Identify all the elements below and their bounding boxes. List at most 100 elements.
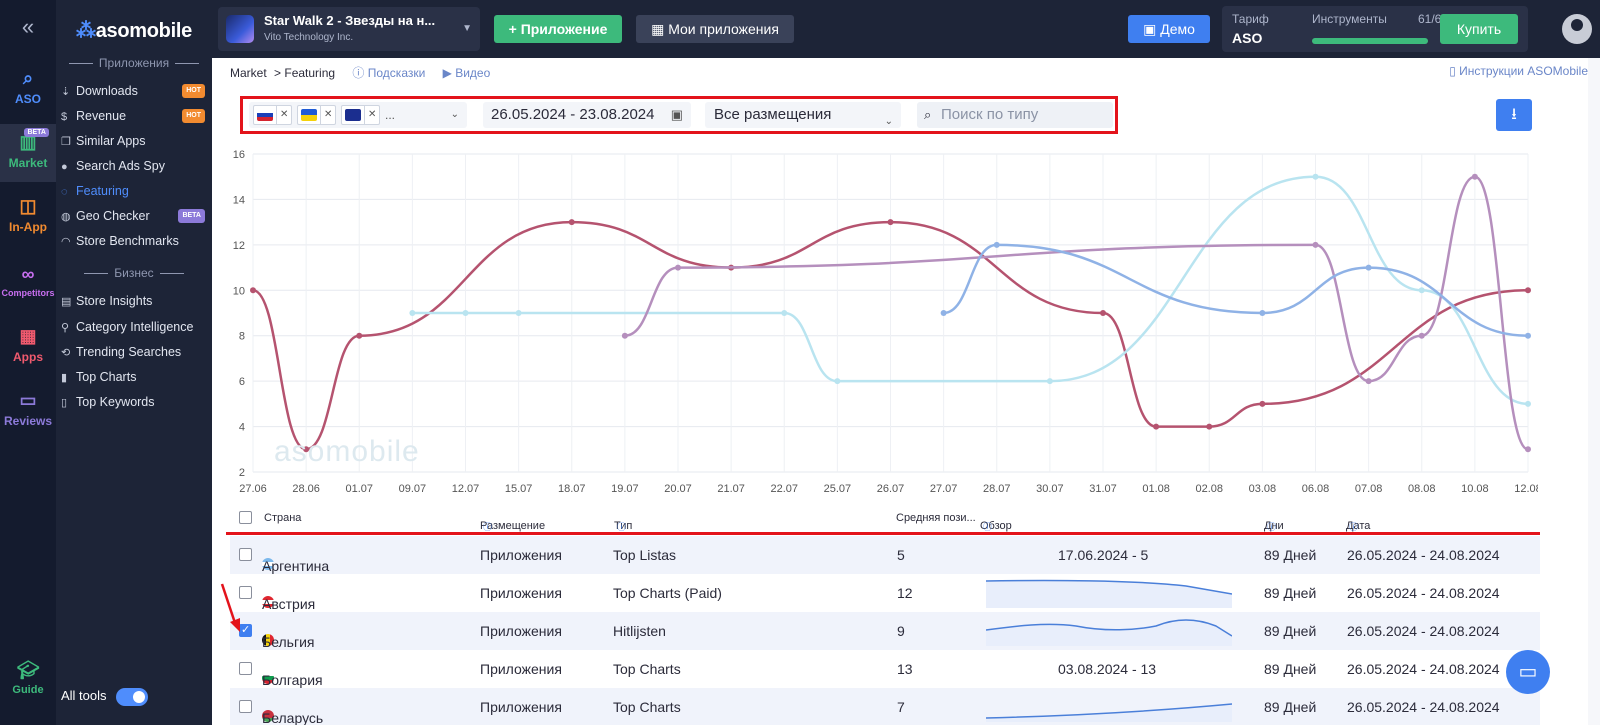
sidebar-item-search-ads-spy[interactable]: ● Search Ads Spy [61, 155, 211, 177]
demo-button[interactable]: ▣ Демо [1128, 15, 1210, 43]
chevron-down-icon: ⌄ [450, 109, 459, 120]
rail-item-reviews[interactable]: ▭ Reviews [0, 390, 56, 428]
help-icon: ⓘ [983, 522, 993, 532]
type-cell: Top Listas [613, 547, 677, 563]
x-tick-label: 01.08 [1142, 483, 1170, 494]
select-all-checkbox[interactable] [239, 511, 252, 524]
data-point [834, 378, 841, 385]
video-link[interactable]: ▶ Видео [443, 66, 491, 80]
hints-link[interactable]: ⓘ Подсказки [352, 66, 425, 80]
data-point [1100, 310, 1106, 316]
country-select[interactable]: ✕ ✕ ✕ ... ⌄ [249, 102, 467, 128]
x-tick-label: 25.07 [824, 483, 852, 494]
close-icon[interactable]: ✕ [320, 106, 335, 124]
table-row[interactable]: Австрия Приложения Top Charts (Paid) 12 … [230, 574, 1540, 612]
rail-item-guide[interactable]: 🎓︎ Guide [0, 660, 56, 696]
x-tick-label: 20.07 [664, 483, 692, 494]
add-app-button[interactable]: + Приложение [494, 15, 622, 43]
all-tools-label: All tools [61, 688, 107, 703]
apple-icon: ● [61, 161, 68, 173]
avg-position-cell: 12 [897, 585, 913, 601]
all-tools-toggle[interactable] [116, 688, 148, 706]
sidebar-item-downloads[interactable]: ⇣ Downloads HOT [61, 80, 211, 102]
trending-icon: ⟲ [61, 347, 71, 359]
type-search-input[interactable]: ⌕ Поиск по типу [917, 102, 1113, 128]
sidebar: ⁂asomobile Приложения ⇣ Downloads HOT $ Rev… [56, 0, 212, 725]
sidebar-item-similar-apps[interactable]: ❐ Similar Apps [61, 130, 211, 152]
rail-item-competitors[interactable]: ∞ Competitors [0, 264, 56, 298]
rail-item-market[interactable]: ▥ BETA Market [0, 128, 56, 170]
data-point [515, 310, 522, 316]
country-chip-ru[interactable]: ✕ [253, 105, 293, 125]
placement-select[interactable]: Все размещения ⌄ [705, 102, 901, 128]
date-range-input[interactable]: 26.05.2024 - 23.08.2024 ▣ [483, 102, 691, 128]
breadcrumb-market[interactable]: Market [230, 66, 267, 80]
placement-value: Все размещения [714, 106, 832, 123]
demo-label: Демо [1160, 21, 1195, 37]
chevron-down-icon: ⌄ [884, 116, 893, 127]
plan-value: ASO [1232, 30, 1263, 46]
country-chip-au[interactable]: ✕ [341, 105, 381, 125]
logo[interactable]: ⁂asomobile [76, 18, 192, 43]
bag-icon: ◫ [19, 196, 37, 216]
sidebar-item-trending-searches[interactable]: ⟲ Trending Searches [61, 341, 211, 363]
country-name: Болгария [262, 672, 323, 688]
sidebar-item-geo-checker[interactable]: ◍ Geo Checker BETA [61, 205, 211, 227]
instructions-link[interactable]: ▯ Инструкции ASOMobile [1449, 64, 1588, 78]
data-point [1471, 173, 1478, 180]
tools-progress-bar [1312, 38, 1428, 44]
x-tick-label: 12.08 [1514, 483, 1538, 494]
sidebar-item-top-charts[interactable]: ▮ Top Charts [61, 366, 211, 388]
binoculars-icon: ∞ [21, 264, 35, 284]
x-tick-label: 10.08 [1461, 483, 1489, 494]
sidebar-item-label: Store Benchmarks [76, 234, 179, 248]
row-checkbox[interactable] [239, 548, 252, 561]
gauge-icon: ◠ [61, 236, 71, 248]
my-apps-button[interactable]: ▦ Мои приложения [636, 15, 794, 43]
chart-svg: 2 4 6 8 10 12 14 16 27.06 28.06 01.07 09.07 12.07 15.… [233, 149, 1542, 495]
buy-button[interactable]: Купить [1440, 14, 1518, 44]
download-button[interactable]: ⭳ [1496, 99, 1532, 131]
sidebar-item-label: Featuring [76, 184, 129, 198]
col-days-label: Дни [1264, 520, 1284, 532]
sidebar-item-store-insights[interactable]: ▤ Store Insights [61, 290, 211, 312]
table-row[interactable]: Аргентина Приложения Top Listas 5 17.06.… [230, 536, 1540, 574]
table-row[interactable]: Бельгия Приложения Hitlijsten 9 89 Дней … [230, 612, 1540, 650]
sidebar-item-store-benchmarks[interactable]: ◠ Store Benchmarks [61, 230, 211, 252]
row-checkbox[interactable] [239, 662, 252, 675]
data-point [1206, 423, 1213, 430]
row-checkbox[interactable] [239, 586, 252, 599]
col-country[interactable]: Страна [264, 512, 302, 524]
rail-label-apps: Apps [13, 350, 43, 364]
close-icon[interactable]: ✕ [364, 106, 379, 124]
app-selector[interactable]: Star Walk 2 - Звезды на н... Vito Techno… [218, 7, 480, 51]
table-row[interactable]: Беларусь Приложения Top Charts 7 89 Дней… [230, 688, 1540, 725]
app-icon [226, 15, 254, 43]
country-chip-ua[interactable]: ✕ [297, 105, 337, 125]
sidebar-item-featuring[interactable]: ◌ Featuring [61, 180, 211, 202]
close-icon[interactable]: ✕ [276, 106, 291, 124]
rail-item-apps[interactable]: ▦ Apps [0, 326, 56, 364]
rail-label-reviews: Reviews [3, 414, 53, 428]
country-name: Аргентина [262, 558, 330, 574]
help-icon: ⓘ [1349, 522, 1359, 532]
days-cell: 89 Дней [1264, 585, 1317, 601]
chat-support-button[interactable]: ▭ [1506, 650, 1550, 694]
scrollbar[interactable] [1588, 58, 1600, 725]
x-tick-label: 28.07 [983, 483, 1011, 494]
grid-icon: ▦ [651, 21, 669, 37]
data-point [1312, 173, 1319, 180]
table-row[interactable]: Болгария Приложения Top Charts 13 03.08.… [230, 650, 1540, 688]
rail-item-inapp[interactable]: ◫ In-App [0, 196, 56, 234]
days-cell: 89 Дней [1264, 661, 1317, 677]
sidebar-item-top-keywords[interactable]: ▯ Top Keywords [61, 391, 211, 413]
x-tick-label: 09.07 [399, 483, 427, 494]
rail-item-aso[interactable]: ⌕ ASO [0, 68, 56, 106]
sidebar-item-category-intelligence[interactable]: ⚲ Category Intelligence [61, 316, 211, 338]
sidebar-item-revenue[interactable]: $ Revenue HOT [61, 105, 211, 127]
row-checkbox[interactable] [239, 700, 252, 713]
col-avg-position[interactable]: Средняя пози... [896, 512, 976, 524]
keyword-icon: ▯ [61, 397, 68, 409]
collapse-icon[interactable]: « [21, 14, 35, 39]
avatar[interactable] [1562, 14, 1592, 44]
